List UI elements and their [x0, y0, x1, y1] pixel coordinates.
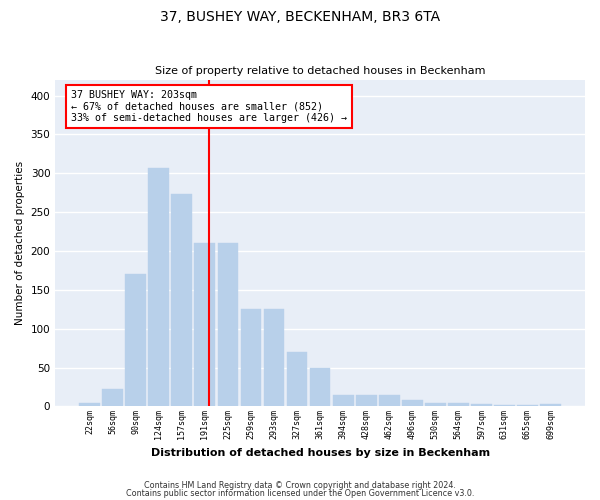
Bar	[218, 243, 238, 406]
Bar	[125, 274, 146, 406]
Bar	[540, 404, 561, 406]
Bar	[79, 402, 100, 406]
Bar	[102, 390, 123, 406]
Title: Size of property relative to detached houses in Beckenham: Size of property relative to detached ho…	[155, 66, 485, 76]
X-axis label: Distribution of detached houses by size in Beckenham: Distribution of detached houses by size …	[151, 448, 490, 458]
Bar	[310, 368, 331, 406]
Text: 37, BUSHEY WAY, BECKENHAM, BR3 6TA: 37, BUSHEY WAY, BECKENHAM, BR3 6TA	[160, 10, 440, 24]
Bar	[402, 400, 422, 406]
Bar	[172, 194, 192, 406]
Bar	[448, 402, 469, 406]
Bar	[494, 405, 515, 406]
Bar	[241, 310, 262, 406]
Bar	[471, 404, 492, 406]
Text: 37 BUSHEY WAY: 203sqm
← 67% of detached houses are smaller (852)
33% of semi-det: 37 BUSHEY WAY: 203sqm ← 67% of detached …	[71, 90, 347, 123]
Bar	[379, 394, 400, 406]
Bar	[333, 394, 353, 406]
Text: Contains public sector information licensed under the Open Government Licence v3: Contains public sector information licen…	[126, 488, 474, 498]
Bar	[263, 310, 284, 406]
Bar	[148, 168, 169, 406]
Bar	[425, 402, 446, 406]
Text: Contains HM Land Registry data © Crown copyright and database right 2024.: Contains HM Land Registry data © Crown c…	[144, 481, 456, 490]
Bar	[287, 352, 307, 406]
Bar	[194, 243, 215, 406]
Bar	[517, 405, 538, 406]
Y-axis label: Number of detached properties: Number of detached properties	[15, 161, 25, 326]
Bar	[356, 394, 377, 406]
